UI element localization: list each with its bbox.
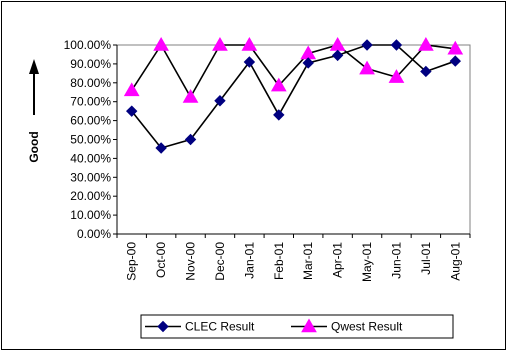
data-point-diamond (420, 65, 432, 78)
data-point-triangle (153, 36, 169, 51)
data-point-diamond (361, 39, 373, 51)
y-tick-label: 70.00% (70, 95, 111, 109)
data-point-diamond (155, 142, 167, 154)
x-tick-label: Dec-00 (213, 242, 227, 281)
y-tick-label: 90.00% (70, 57, 111, 71)
y-tick-label: 0.00% (77, 227, 111, 241)
y-tick-label: 80.00% (70, 76, 111, 90)
data-point-diamond (390, 39, 403, 51)
y-tick-label: 60.00% (70, 114, 111, 128)
legend-diamond-icon (157, 320, 169, 333)
plot-area (116, 44, 471, 235)
y-tick-label: 40.00% (70, 151, 111, 165)
series-line (131, 43, 456, 99)
data-point-diamond (302, 57, 314, 69)
x-tick-label: Oct-00 (154, 242, 168, 278)
data-point-diamond (331, 49, 344, 62)
data-point-triangle (241, 36, 258, 51)
data-point-diamond (449, 55, 461, 67)
x-tick-label: Feb-01 (272, 242, 286, 280)
x-tick-label: Nov-00 (184, 242, 198, 281)
data-point-triangle (329, 36, 346, 51)
data-point-diamond (184, 133, 197, 146)
data-point-diamond (273, 109, 285, 121)
y-axis-label-group: Good (27, 59, 41, 163)
data-point-triangle (123, 82, 140, 97)
legend-triangle-icon (301, 318, 317, 333)
series-0 (126, 39, 461, 154)
y-tick-label: 20.00% (70, 189, 111, 203)
x-tick-label: Aug-01 (448, 242, 462, 281)
x-tick-label: Jul-01 (419, 242, 433, 275)
legend: CLEC Result Qwest Result (140, 314, 454, 339)
y-tick-label: 30.00% (70, 170, 111, 184)
y-tick-label: 50.00% (70, 133, 111, 147)
axes: 0.00% 10.00% 20.00% 30.00% 40.00% 50.00% 60.00… (64, 38, 471, 282)
data-point-triangle (418, 36, 434, 51)
series-1 (123, 36, 464, 103)
x-tick-label: May-01 (360, 242, 374, 282)
x-tick-label: Sep-00 (125, 242, 139, 281)
x-tick-label: Jan-01 (242, 242, 256, 279)
legend-label: CLEC Result (185, 320, 255, 334)
data-point-triangle (182, 88, 199, 103)
data-point-triangle (359, 60, 375, 75)
x-tick-label: Mar-01 (301, 242, 315, 280)
x-tick-label: Apr-01 (331, 242, 345, 278)
data-point-diamond (126, 105, 138, 117)
data-point-triangle (270, 77, 287, 92)
series-line (131, 44, 456, 149)
up-arrow-icon (29, 59, 39, 74)
data-point-diamond (243, 56, 256, 68)
legend-label: Qwest Result (331, 320, 403, 334)
x-tick-label: Jun-01 (389, 242, 403, 279)
series (123, 36, 464, 154)
y-tick-label: 10.00% (70, 208, 111, 222)
data-point-diamond (214, 95, 226, 107)
data-point-triangle (388, 69, 405, 83)
y-axis-label: Good (27, 131, 41, 162)
data-point-triangle (212, 36, 228, 51)
y-tick-label: 100.00% (64, 38, 112, 52)
data-point-triangle (447, 40, 464, 55)
